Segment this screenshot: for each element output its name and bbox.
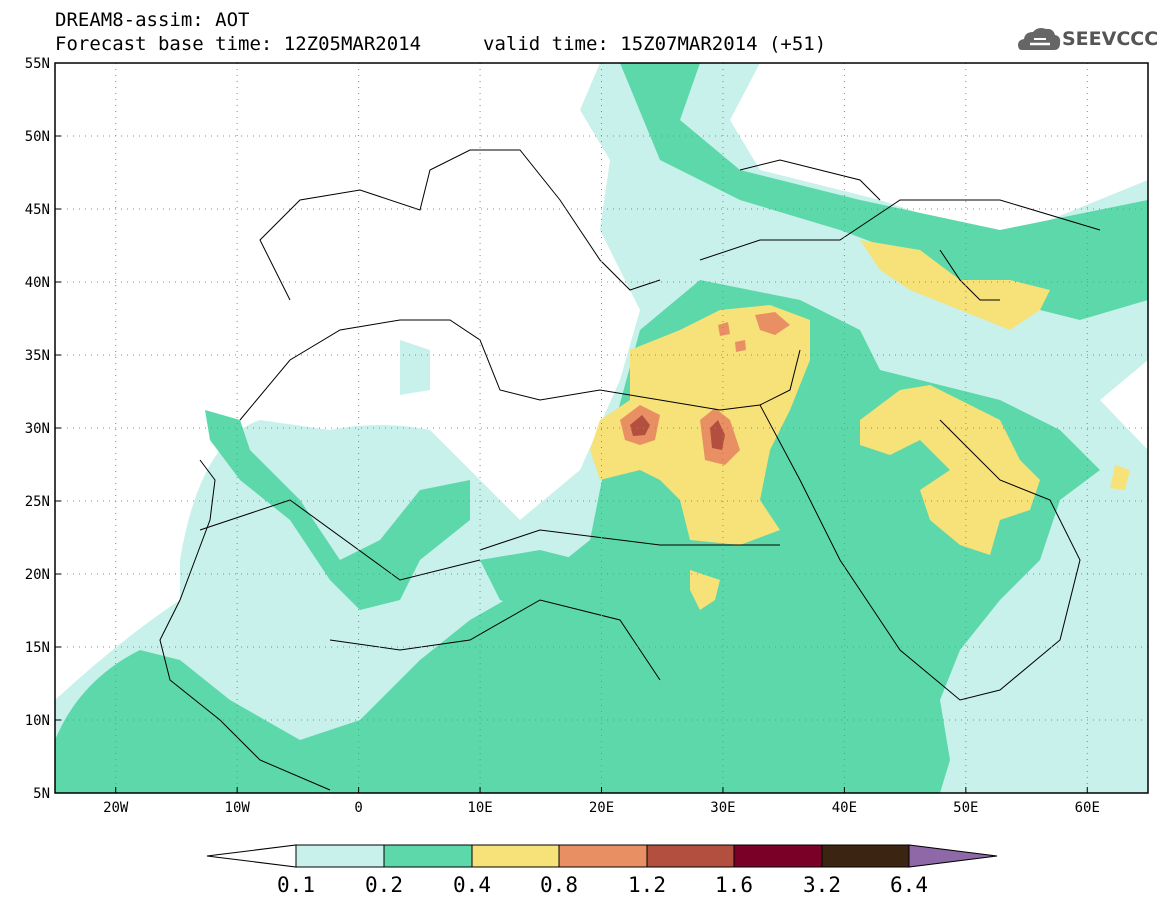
lon-tick-label: 40E bbox=[832, 800, 857, 816]
lat-tick-label: 20N bbox=[25, 567, 50, 583]
colorbar: 0.1 0.2 0.4 0.8 1.2 1.6 3.2 6.4 bbox=[206, 844, 998, 897]
colorbar-box-7 bbox=[821, 844, 910, 868]
colorbar-high-arrow bbox=[908, 844, 998, 868]
gridlines bbox=[55, 63, 1148, 793]
colorbar-box-3 bbox=[471, 844, 560, 868]
lon-tick-label: 60E bbox=[1075, 800, 1100, 816]
lat-tick-label: 45N bbox=[25, 202, 50, 218]
logo-text: SEEVCCC bbox=[1062, 28, 1159, 50]
colorbar-label: 1.2 bbox=[628, 873, 666, 897]
lat-tick-label: 50N bbox=[25, 129, 50, 145]
lon-tick-label: 20W bbox=[103, 800, 129, 816]
aot-0.4-field bbox=[590, 240, 1130, 610]
colorbar-box-4 bbox=[558, 844, 648, 868]
lat-tick-label: 55N bbox=[25, 56, 50, 72]
lon-tick-label: 30E bbox=[710, 800, 735, 816]
axis-ticks bbox=[55, 62, 1088, 794]
lon-axis-labels: 20W 10W 0 10E 20E 30E 40E 50E 60E bbox=[103, 800, 1100, 816]
lat-tick-label: 30N bbox=[25, 421, 50, 437]
lon-tick-label: 10E bbox=[467, 800, 492, 816]
lon-tick-label: 10W bbox=[225, 800, 251, 816]
colorbar-label: 0.4 bbox=[453, 873, 491, 897]
colorbar-box-6 bbox=[733, 844, 823, 868]
colorbar-box-1 bbox=[295, 844, 385, 868]
lon-tick-label: 0 bbox=[354, 800, 362, 816]
lat-tick-label: 15N bbox=[25, 640, 50, 656]
forecast-base-time: Forecast base time: 12Z05MAR2014 bbox=[55, 33, 422, 55]
aot-0.2-field bbox=[55, 63, 1148, 793]
colorbar-label: 0.1 bbox=[277, 873, 315, 897]
lat-axis-labels: 55N 50N 45N 40N 35N 30N 25N 20N 15N 10N 5N bbox=[25, 56, 50, 802]
lon-tick-label: 50E bbox=[953, 800, 978, 816]
lon-tick-label: 20E bbox=[589, 800, 614, 816]
colorbar-box-2 bbox=[383, 844, 473, 868]
colorbar-label: 3.2 bbox=[803, 873, 841, 897]
lat-tick-label: 10N bbox=[25, 713, 50, 729]
colorbar-label: 1.6 bbox=[715, 873, 753, 897]
lat-tick-label: 35N bbox=[25, 348, 50, 364]
colorbar-low-arrow bbox=[206, 844, 297, 868]
map-title: DREAM8-assim: AOT bbox=[55, 9, 250, 31]
lat-tick-label: 25N bbox=[25, 494, 50, 510]
colorbar-label: 0.8 bbox=[540, 873, 578, 897]
colorbar-label: 0.2 bbox=[365, 873, 403, 897]
cloud-logo-icon bbox=[1018, 28, 1061, 50]
coastlines bbox=[159, 149, 1101, 791]
colorbar-box-5 bbox=[646, 844, 735, 868]
colorbar-label: 6.4 bbox=[890, 873, 928, 897]
lat-tick-label: 40N bbox=[25, 275, 50, 291]
valid-time: valid time: 15Z07MAR2014 (+51) bbox=[483, 33, 827, 55]
lat-tick-label: 5N bbox=[33, 786, 50, 802]
